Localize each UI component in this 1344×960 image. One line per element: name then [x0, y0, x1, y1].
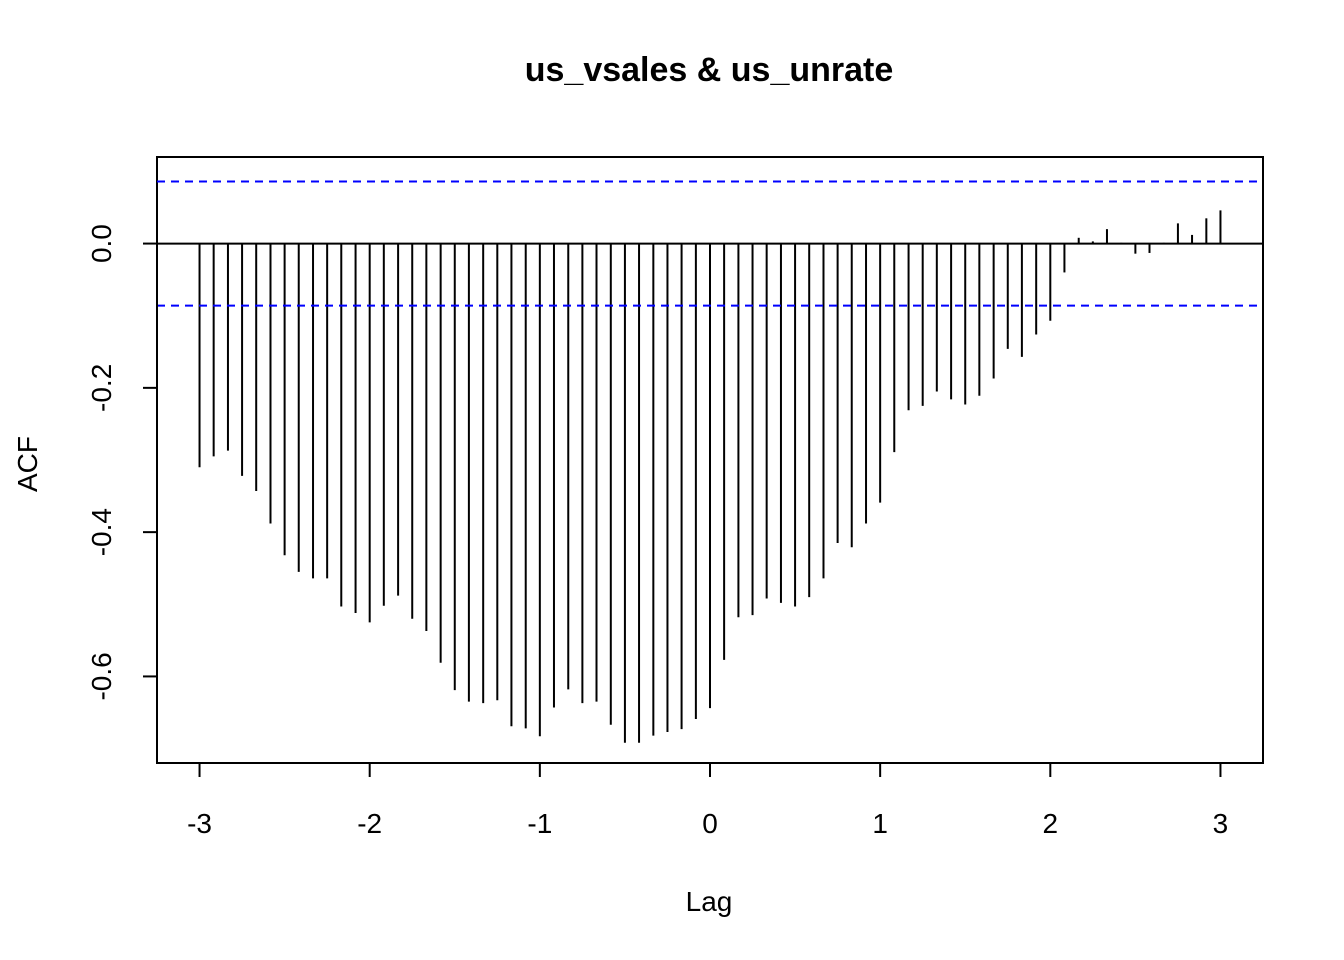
- x-tick-label: 3: [1213, 808, 1229, 839]
- x-tick-label: -3: [187, 808, 212, 839]
- y-tick-label: 0.0: [86, 224, 117, 263]
- x-tick-label: 1: [872, 808, 888, 839]
- y-axis-label: ACF: [12, 436, 43, 492]
- x-axis-label: Lag: [686, 886, 733, 917]
- x-tick-label: 2: [1043, 808, 1059, 839]
- x-tick-label: -1: [527, 808, 552, 839]
- x-axis: -3 -2 -1 0 1 2 3: [187, 762, 1229, 839]
- y-tick-label: -0.2: [86, 364, 117, 412]
- y-axis: 0.0 -0.2 -0.4 -0.6: [86, 224, 158, 701]
- y-tick-label: -0.6: [86, 652, 117, 700]
- x-tick-label: -2: [357, 808, 382, 839]
- chart-title: us_vsales & us_unrate: [525, 51, 894, 89]
- acf-bars: [198, 210, 1222, 743]
- y-tick-label: -0.4: [86, 508, 117, 556]
- x-tick-label: 0: [702, 808, 718, 839]
